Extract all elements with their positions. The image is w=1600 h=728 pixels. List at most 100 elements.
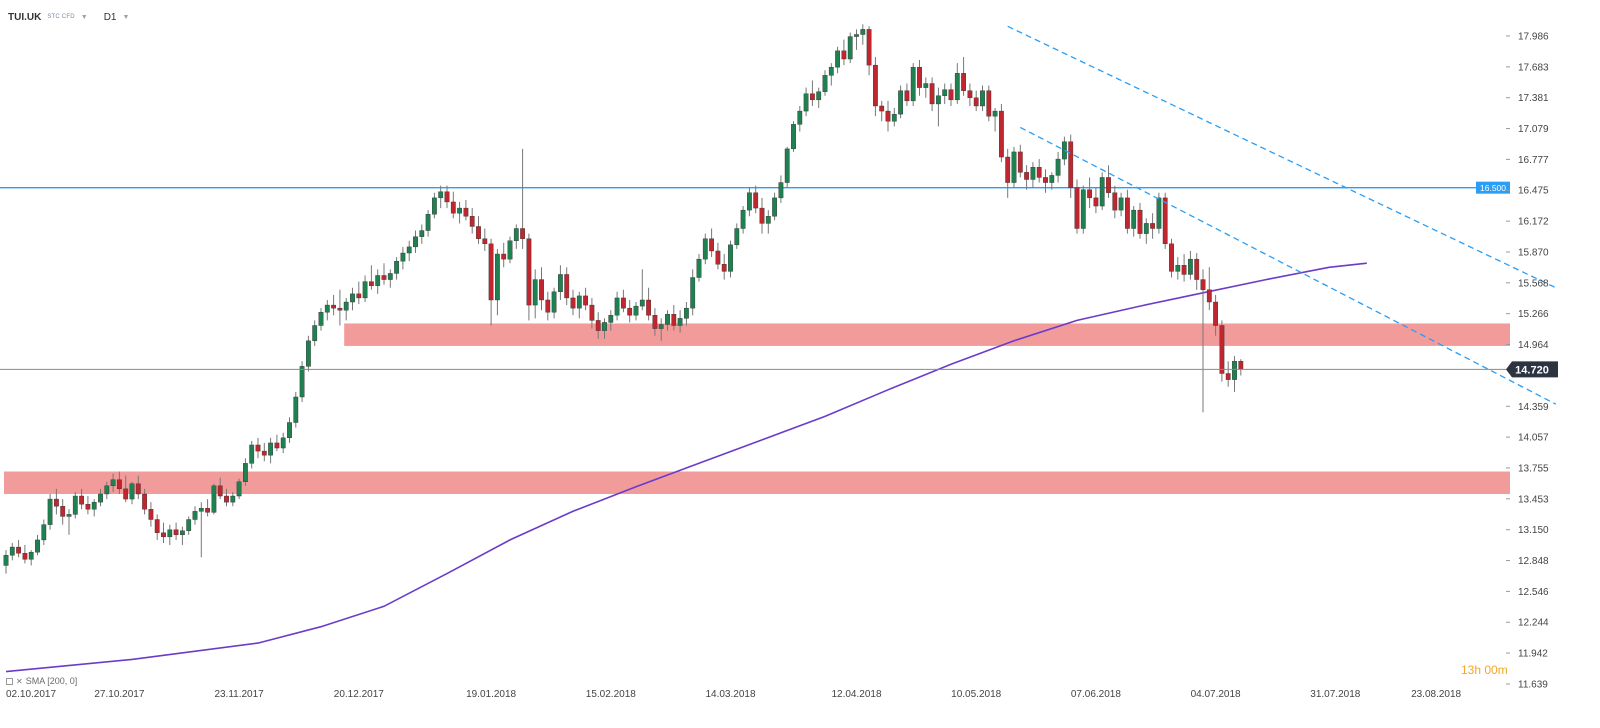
candle-body <box>1074 187 1080 229</box>
bearish-candle <box>1124 189 1130 234</box>
resistance-level-tag <box>1476 181 1510 194</box>
candle-body <box>495 253 500 301</box>
candle-body <box>621 297 626 309</box>
y-tick-label: 12.546 <box>1518 587 1549 598</box>
candle-body <box>684 307 689 319</box>
candle-body <box>192 511 198 520</box>
bearish-candle <box>469 208 475 234</box>
bullish-candle <box>665 310 670 331</box>
bullish-candle <box>1156 192 1162 234</box>
bearish-candle <box>627 299 633 323</box>
candle-timer: 13h 00m <box>1461 663 1508 677</box>
bullish-candle <box>230 491 236 507</box>
bullish-candle <box>324 299 330 321</box>
bearish-candle <box>904 83 910 106</box>
bearish-candle <box>463 199 469 221</box>
indicator-legend[interactable]: ✕ SMA [200, 0] <box>6 676 77 686</box>
bearish-candle <box>873 56 878 117</box>
candle-body <box>450 201 456 214</box>
price-zone <box>344 323 1511 346</box>
candle-body <box>1232 361 1237 380</box>
indicator-settings-icon[interactable] <box>6 677 13 685</box>
bearish-candle <box>564 267 570 306</box>
candle-body <box>154 519 160 533</box>
candle-body <box>1156 197 1162 229</box>
candle-body <box>1143 223 1149 234</box>
candle-body <box>242 463 248 482</box>
y-axis[interactable]: 17.986 17.683 17.381 17.079 16.777 16.475 16.1… <box>1506 31 1549 691</box>
bearish-candle <box>1169 238 1174 278</box>
candle-body <box>198 508 204 512</box>
candle-body <box>671 314 677 326</box>
bearish-candle <box>123 475 129 503</box>
candle-body <box>501 253 507 260</box>
candle-body <box>135 483 141 495</box>
bullish-candle <box>847 32 853 64</box>
y-tick-label: 17.683 <box>1518 62 1549 73</box>
bearish-candle <box>999 103 1004 163</box>
bullish-candle <box>3 550 9 574</box>
bullish-candle <box>72 491 78 519</box>
bearish-candle <box>173 522 179 540</box>
candle-body <box>1024 172 1030 180</box>
bullish-candle <box>457 201 462 224</box>
channel-line <box>1007 25 1557 289</box>
bearish-candle <box>450 191 456 219</box>
bearish-candle <box>917 60 922 96</box>
candle-body <box>1194 258 1200 280</box>
chevron-down-icon[interactable]: ▼ <box>80 13 88 21</box>
candle-body <box>249 444 255 464</box>
chevron-down-icon[interactable]: ▼ <box>122 13 130 21</box>
candle-body <box>173 529 179 536</box>
bearish-candle <box>1206 267 1212 311</box>
timeframe-label[interactable]: D1 <box>103 11 117 23</box>
candle-body <box>677 318 683 326</box>
bullish-candle <box>1187 250 1193 280</box>
bullish-candle <box>9 542 15 561</box>
candle-body <box>1206 289 1212 303</box>
bullish-candle <box>236 478 242 500</box>
bearish-candle <box>879 100 885 122</box>
candle-body <box>47 498 53 525</box>
bearish-candle <box>148 502 154 527</box>
x-axis[interactable]: 02.10.2017 27.10.2017 23.11.2017 20.12.2017… <box>6 689 1462 700</box>
x-tick-label: 20.12.2017 <box>334 689 384 700</box>
bullish-candle <box>551 287 557 319</box>
bearish-candle <box>482 228 488 251</box>
candle-body <box>413 236 418 248</box>
bullish-candle <box>910 63 916 106</box>
bearish-candle <box>652 308 658 336</box>
candle-body <box>665 314 670 325</box>
candle-body <box>1011 151 1017 183</box>
candle-body <box>91 501 97 510</box>
candle-body <box>778 182 784 199</box>
candle-body <box>904 90 910 102</box>
candle-body <box>1225 373 1231 380</box>
bullish-candle <box>1011 146 1017 188</box>
candle-body <box>79 495 85 505</box>
candle-body <box>488 243 494 301</box>
bullish-candle <box>639 269 645 311</box>
close-icon[interactable]: ✕ <box>16 676 23 686</box>
y-tick-label: 15.870 <box>1518 247 1549 258</box>
bearish-candle <box>161 522 166 543</box>
candle-body <box>551 291 557 313</box>
bearish-candle <box>224 488 229 507</box>
candle-body <box>469 216 475 227</box>
bullish-candle <box>299 361 305 403</box>
candle-body <box>797 110 803 125</box>
candle-body <box>16 546 21 554</box>
bullish-candle <box>772 192 778 221</box>
bearish-candle <box>337 289 343 326</box>
candle-body <box>784 148 790 183</box>
candle-body <box>929 83 935 105</box>
bearish-candle <box>22 545 28 564</box>
candle-body <box>54 498 59 507</box>
candle-body <box>608 315 614 323</box>
candle-body <box>299 366 305 398</box>
symbol-label[interactable]: TUI.UK <box>8 11 42 23</box>
candle-body <box>652 315 658 329</box>
candle-body <box>1137 209 1143 234</box>
